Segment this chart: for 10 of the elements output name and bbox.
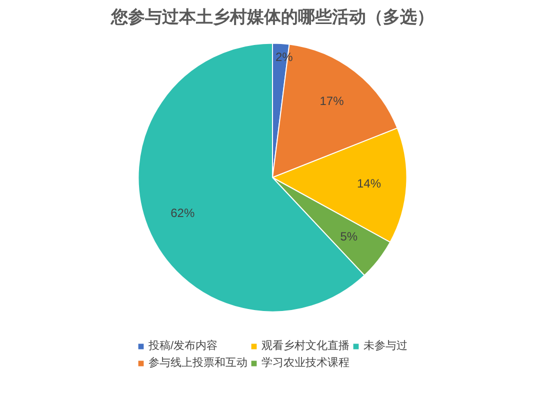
data-label: 17% — [320, 94, 344, 108]
legend-label: 投稿/发布内容 — [148, 338, 218, 353]
data-label: 14% — [356, 176, 382, 191]
legend-label: 未参与过 — [364, 339, 408, 353]
legend-label: 参与线上投票和互动 — [148, 356, 248, 370]
chart-title: 您参与过本土乡村媒体的哪些活动（多选） — [110, 8, 434, 28]
legend-label: 观看乡村文化直播 — [262, 338, 350, 353]
legend-label: 学习农业技术课程 — [262, 356, 350, 370]
data-label: 62% — [170, 206, 195, 220]
data-label: 5% — [340, 230, 358, 244]
